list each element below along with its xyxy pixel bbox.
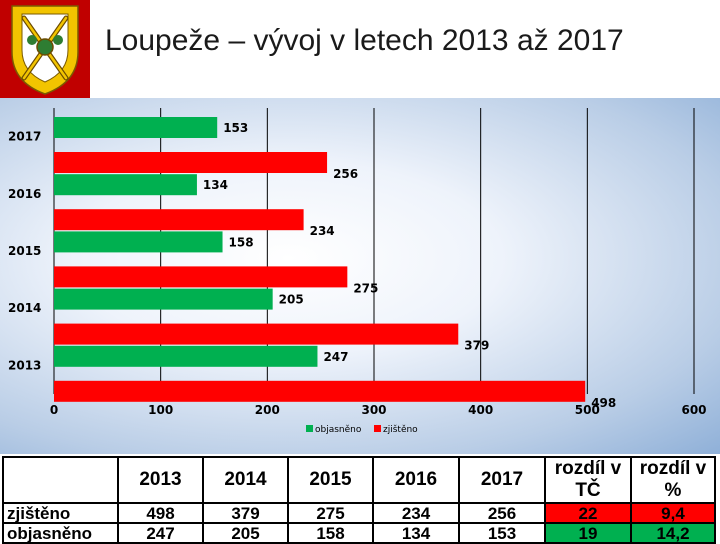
bar-zjisteno: [54, 323, 459, 345]
chart-panel: 0 100 200 300 400 500 600 2017 153 256 2016 134 234 2…: [0, 98, 720, 454]
bar-zjisteno: [54, 266, 348, 288]
crossed-swords-shield-icon: [0, 0, 90, 100]
data-label: 379: [464, 339, 489, 353]
category-label: 2017: [8, 130, 41, 144]
bar-objasneno: [54, 345, 318, 367]
data-label: 234: [310, 224, 335, 238]
row-label-objasneno: objasněno: [2, 522, 119, 544]
data-label: 153: [223, 121, 248, 135]
table-cell: 275: [287, 502, 374, 524]
x-tick-label: 100: [148, 403, 173, 417]
bar-zjisteno: [54, 380, 586, 402]
category-label: 2016: [8, 187, 41, 201]
logo: [0, 0, 90, 100]
header-2017: 2017: [458, 456, 546, 504]
bar-zjisteno: [54, 209, 304, 231]
header-2014: 2014: [202, 456, 289, 504]
bar-objasneno: [54, 117, 218, 138]
data-label: 205: [279, 293, 304, 307]
bar-chart: 0 100 200 300 400 500 600 2017 153 256 2016 134 234 2…: [8, 108, 707, 435]
category-label: 2013: [8, 358, 41, 372]
legend-swatch: [374, 425, 381, 432]
x-tick-label: 600: [681, 403, 706, 417]
header-diff-tc: rozdíl v TČ: [544, 456, 632, 504]
header-2015: 2015: [287, 456, 374, 504]
diff-pct-cell: 9,4: [630, 502, 716, 524]
table-row: objasněno 247 205 158 134 153 19 14,2: [2, 522, 716, 544]
x-tick-label: 300: [361, 403, 386, 417]
data-label: 134: [203, 178, 228, 192]
x-tick-label: 200: [255, 403, 280, 417]
summary-table-wrap: 2013 2014 2015 2016 2017 rozdíl v TČ roz…: [0, 454, 720, 544]
table-cell: 234: [372, 502, 460, 524]
row-label-zjisteno: zjištěno: [2, 502, 119, 524]
category-label: 2014: [8, 301, 41, 315]
legend-swatch: [306, 425, 313, 432]
bar-zjisteno: [54, 152, 328, 173]
data-label: 275: [353, 281, 378, 295]
table-row: zjištěno 498 379 275 234 256 22 9,4: [2, 502, 716, 524]
bar-objasneno: [54, 174, 197, 196]
table-cell: 158: [287, 522, 374, 544]
diff-pct-cell: 14,2: [630, 522, 716, 544]
table-cell: 379: [202, 502, 289, 524]
diff-tc-cell: 22: [544, 502, 632, 524]
legend-label: objasněno: [315, 425, 362, 435]
table-cell: 153: [458, 522, 546, 544]
bar-objasneno: [54, 231, 223, 253]
x-tick-label: 500: [575, 403, 600, 417]
table-corner: [2, 456, 119, 504]
x-tick-label: 0: [50, 403, 58, 417]
data-label: 158: [229, 235, 254, 249]
table-cell: 256: [458, 502, 546, 524]
table-cell: 134: [372, 522, 460, 544]
header-2013: 2013: [117, 456, 204, 504]
header-2016: 2016: [372, 456, 460, 504]
table-cell: 247: [117, 522, 204, 544]
data-label: 256: [333, 167, 358, 181]
category-label: 2015: [8, 244, 41, 258]
diff-tc-cell: 19: [544, 522, 632, 544]
table-cell: 498: [117, 502, 204, 524]
summary-table: 2013 2014 2015 2016 2017 rozdíl v TČ roz…: [2, 456, 716, 544]
data-label: 498: [591, 396, 616, 410]
page-title: Loupeže – vývoj v letech 2013 až 2017: [105, 24, 624, 57]
header-diff-pct: rozdíl v %: [630, 456, 716, 504]
bar-objasneno: [54, 288, 273, 310]
legend-label: zjištěno: [383, 424, 418, 435]
data-label: 247: [323, 350, 348, 364]
table-cell: 205: [202, 522, 289, 544]
x-tick-label: 400: [468, 403, 493, 417]
